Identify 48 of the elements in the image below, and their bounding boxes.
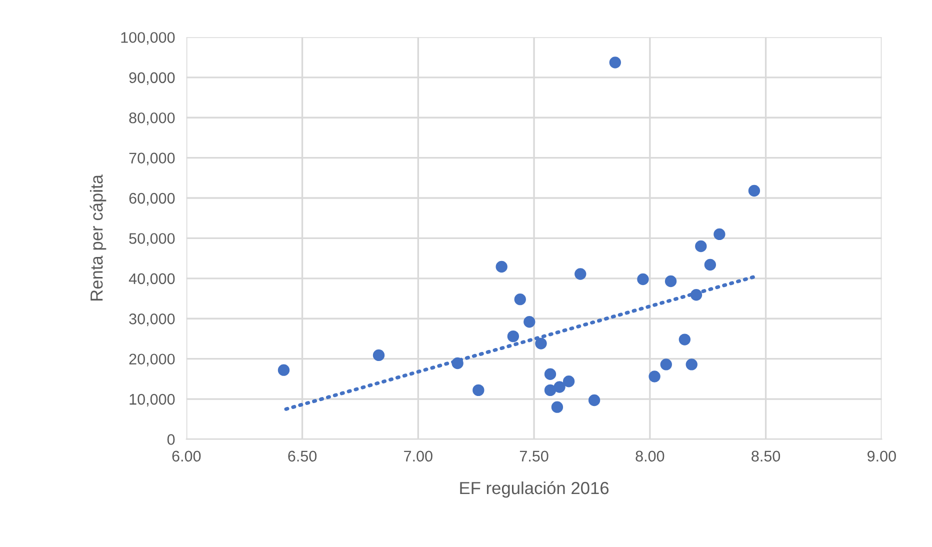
x-tick-label: 6.50 <box>288 450 317 462</box>
point <box>278 364 290 376</box>
point <box>472 384 484 396</box>
x-axis-title: EF regulación 2016 <box>460 481 609 498</box>
y-axis-title: Renta per cápita <box>90 174 106 300</box>
point <box>544 368 556 380</box>
x-tick-label: 7.00 <box>404 450 432 462</box>
point <box>496 260 508 273</box>
y-tick-label: 90,000 <box>129 72 175 85</box>
point <box>562 376 575 388</box>
y-tick-label: 40,000 <box>128 273 175 286</box>
point <box>544 384 556 396</box>
y-tick-label: 70,000 <box>129 152 175 166</box>
x-tick-label: 8.00 <box>636 450 664 462</box>
y-tick-label: 10,000 <box>130 394 175 407</box>
point <box>574 268 586 280</box>
point <box>686 358 698 370</box>
point <box>690 289 702 301</box>
point <box>554 381 566 393</box>
point <box>704 258 716 271</box>
point <box>452 357 464 370</box>
point <box>695 240 707 252</box>
point <box>514 293 526 306</box>
y-tick-label: 0 <box>167 434 175 445</box>
point <box>637 273 649 286</box>
point <box>664 275 677 288</box>
y-tick-label: 50,000 <box>129 233 175 246</box>
point <box>678 334 691 346</box>
point <box>660 358 672 370</box>
point <box>714 228 726 240</box>
point <box>551 401 564 413</box>
x-tick-label: 9.00 <box>868 450 896 462</box>
point <box>524 316 536 328</box>
point <box>535 338 547 350</box>
point <box>609 56 621 68</box>
y-tick-label: 30,000 <box>129 313 175 326</box>
y-tick-label: 60,000 <box>129 192 175 206</box>
point <box>588 394 600 406</box>
point <box>372 349 385 362</box>
x-tick-label: 7.50 <box>520 450 548 462</box>
point <box>507 330 520 342</box>
x-tick-label: 6.00 <box>172 450 201 462</box>
x-tick-label: 8.50 <box>752 450 780 462</box>
y-tick-label: 80,000 <box>129 112 175 126</box>
y-tick-label: 100,000 <box>121 32 175 45</box>
y-tick-label: 20,000 <box>129 354 175 366</box>
point <box>648 370 660 382</box>
point <box>748 184 760 197</box>
